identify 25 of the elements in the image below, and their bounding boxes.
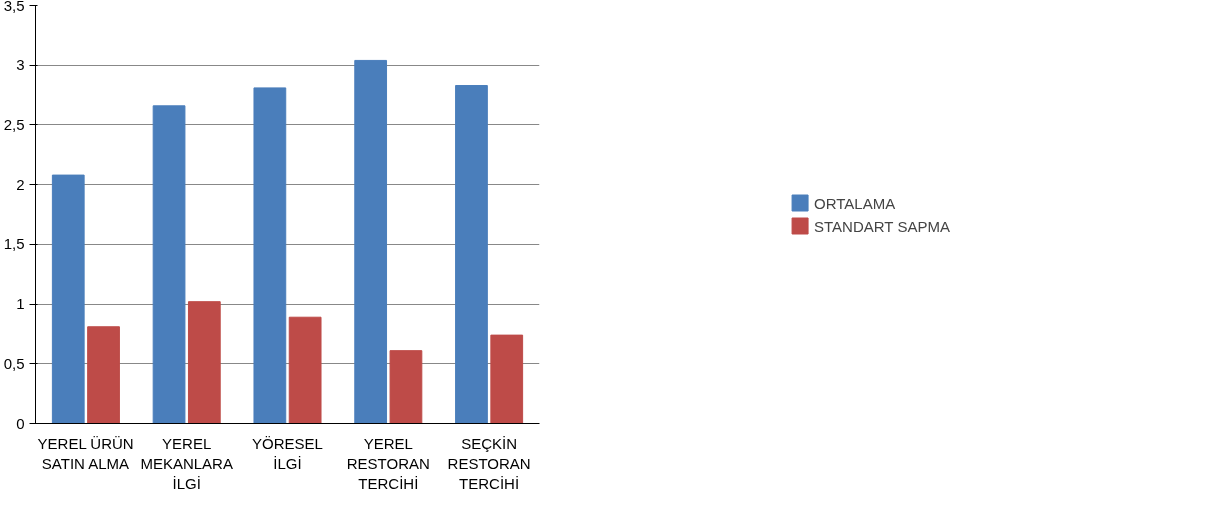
y-tick-label: 1,5: [3, 235, 25, 253]
legend-label: ORTALAMA: [814, 194, 896, 211]
bar: [490, 334, 524, 424]
bar: [354, 59, 388, 424]
bar: [389, 350, 423, 424]
bar: [187, 301, 221, 424]
x-tick-label: SEÇKİN RESTORAN TERCİHİ: [447, 434, 531, 493]
x-tick-label: YEREL RESTORAN TERCİHİ: [346, 434, 430, 493]
bar: [455, 85, 488, 424]
bar: [253, 87, 287, 424]
x-tick-label: YEREL MEKANLARA İLGİ: [140, 434, 233, 493]
y-tick-label: 0,5: [3, 354, 25, 372]
bar: [152, 105, 186, 424]
legend-label: STANDART SAPMA: [814, 217, 950, 234]
y-tick-label: 2,5: [3, 115, 25, 133]
bar: [288, 316, 322, 424]
x-tick-label: YEREL ÜRÜN SATIN ALMA: [37, 434, 134, 472]
y-tick-label: 3,5: [3, 0, 25, 14]
bar: [51, 174, 85, 424]
bar: [87, 326, 120, 424]
y-tick-label: 0: [16, 414, 25, 432]
y-tick-label: 3: [16, 56, 25, 74]
y-tick-label: 2: [16, 175, 25, 193]
y-tick-label: 1: [16, 295, 25, 313]
x-tick-label: YÖRESEL İLGİ: [252, 434, 323, 472]
